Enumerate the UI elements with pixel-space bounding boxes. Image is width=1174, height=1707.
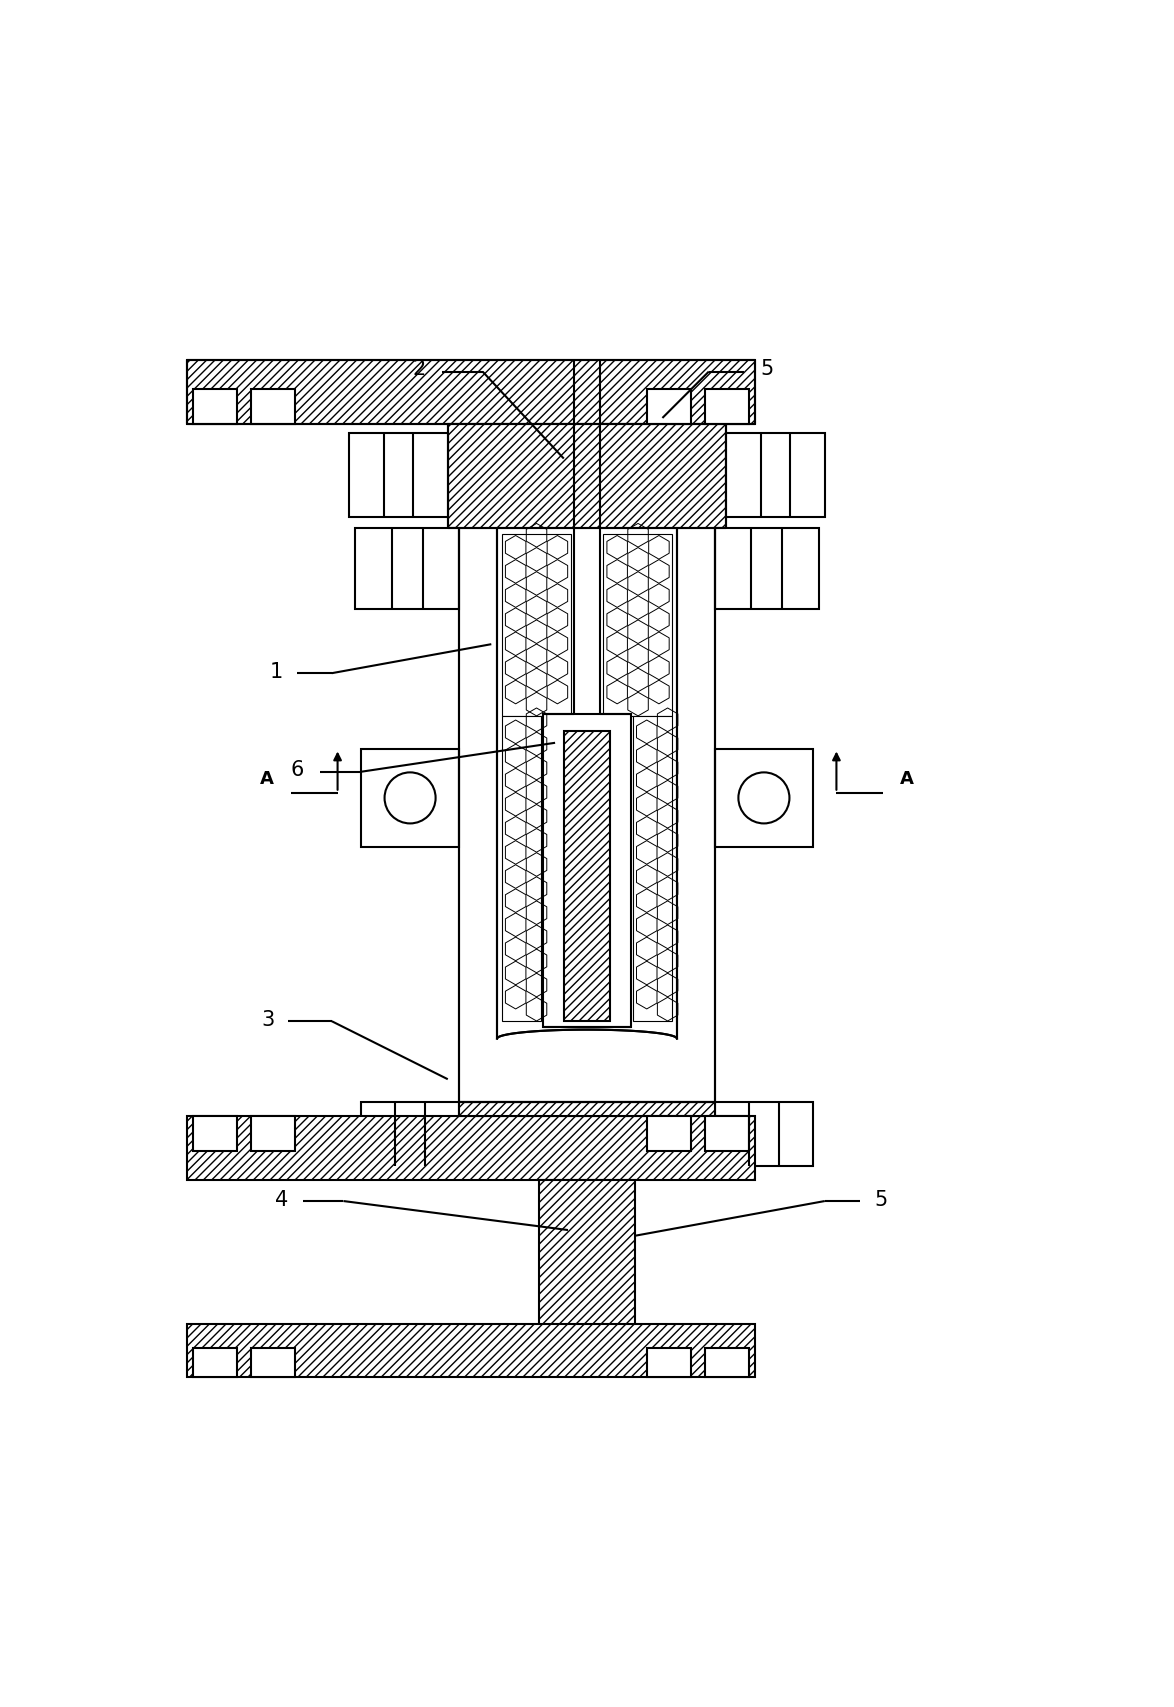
Bar <box>187 1325 755 1378</box>
Bar <box>193 389 237 425</box>
Bar <box>355 529 459 609</box>
Bar <box>544 714 630 1028</box>
Text: 5: 5 <box>761 358 774 379</box>
Text: 1: 1 <box>270 662 283 681</box>
Text: 5: 5 <box>873 1190 888 1209</box>
Bar <box>727 434 825 517</box>
Bar <box>250 389 295 425</box>
Circle shape <box>738 773 789 824</box>
Bar <box>647 1116 691 1152</box>
Bar <box>715 1103 814 1166</box>
Bar <box>501 717 541 1021</box>
Text: 3: 3 <box>262 1009 275 1029</box>
Bar <box>360 1103 459 1166</box>
Bar <box>715 529 819 609</box>
Bar <box>193 1116 237 1152</box>
Bar <box>715 749 814 848</box>
Bar <box>603 534 673 717</box>
Circle shape <box>385 773 436 824</box>
Bar <box>564 732 610 1021</box>
Bar <box>187 360 755 425</box>
Bar <box>647 389 691 425</box>
Bar <box>501 534 571 717</box>
Text: 2: 2 <box>412 358 425 379</box>
Bar <box>250 1349 295 1378</box>
Text: 4: 4 <box>275 1190 289 1209</box>
Bar <box>706 1349 749 1378</box>
Bar <box>360 749 459 848</box>
Bar <box>187 1116 755 1181</box>
Bar <box>349 434 447 517</box>
Bar <box>706 1116 749 1152</box>
Text: 6: 6 <box>290 760 304 780</box>
Bar <box>633 717 673 1021</box>
Bar <box>539 1181 635 1335</box>
Text: A: A <box>900 770 915 787</box>
Bar <box>193 1349 237 1378</box>
Text: A: A <box>259 770 274 787</box>
Bar <box>447 425 727 529</box>
Bar <box>706 389 749 425</box>
Bar <box>250 1116 295 1152</box>
Bar <box>459 1103 715 1116</box>
Bar <box>647 1349 691 1378</box>
